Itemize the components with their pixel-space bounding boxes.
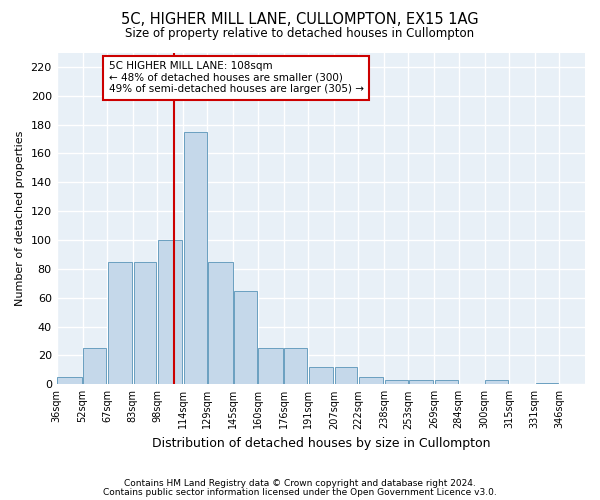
Bar [83,348,106,385]
Bar [184,132,206,384]
Bar [536,383,558,384]
Bar [134,262,157,384]
Bar [234,290,257,384]
Bar [485,380,508,384]
Bar [385,380,407,384]
Text: Contains public sector information licensed under the Open Government Licence v3: Contains public sector information licen… [103,488,497,497]
Text: Contains HM Land Registry data © Crown copyright and database right 2024.: Contains HM Land Registry data © Crown c… [124,478,476,488]
Bar [58,377,82,384]
Text: 5C HIGHER MILL LANE: 108sqm
← 48% of detached houses are smaller (300)
49% of se: 5C HIGHER MILL LANE: 108sqm ← 48% of det… [109,61,364,94]
Bar [208,262,233,384]
Bar [308,367,333,384]
Bar [108,262,132,384]
Bar [359,377,383,384]
Bar [284,348,307,385]
Y-axis label: Number of detached properties: Number of detached properties [15,130,25,306]
X-axis label: Distribution of detached houses by size in Cullompton: Distribution of detached houses by size … [152,437,490,450]
Bar [335,367,357,384]
Bar [158,240,182,384]
Text: 5C, HIGHER MILL LANE, CULLOMPTON, EX15 1AG: 5C, HIGHER MILL LANE, CULLOMPTON, EX15 1… [121,12,479,28]
Bar [259,348,283,385]
Bar [435,380,458,384]
Text: Size of property relative to detached houses in Cullompton: Size of property relative to detached ho… [125,28,475,40]
Bar [409,380,433,384]
